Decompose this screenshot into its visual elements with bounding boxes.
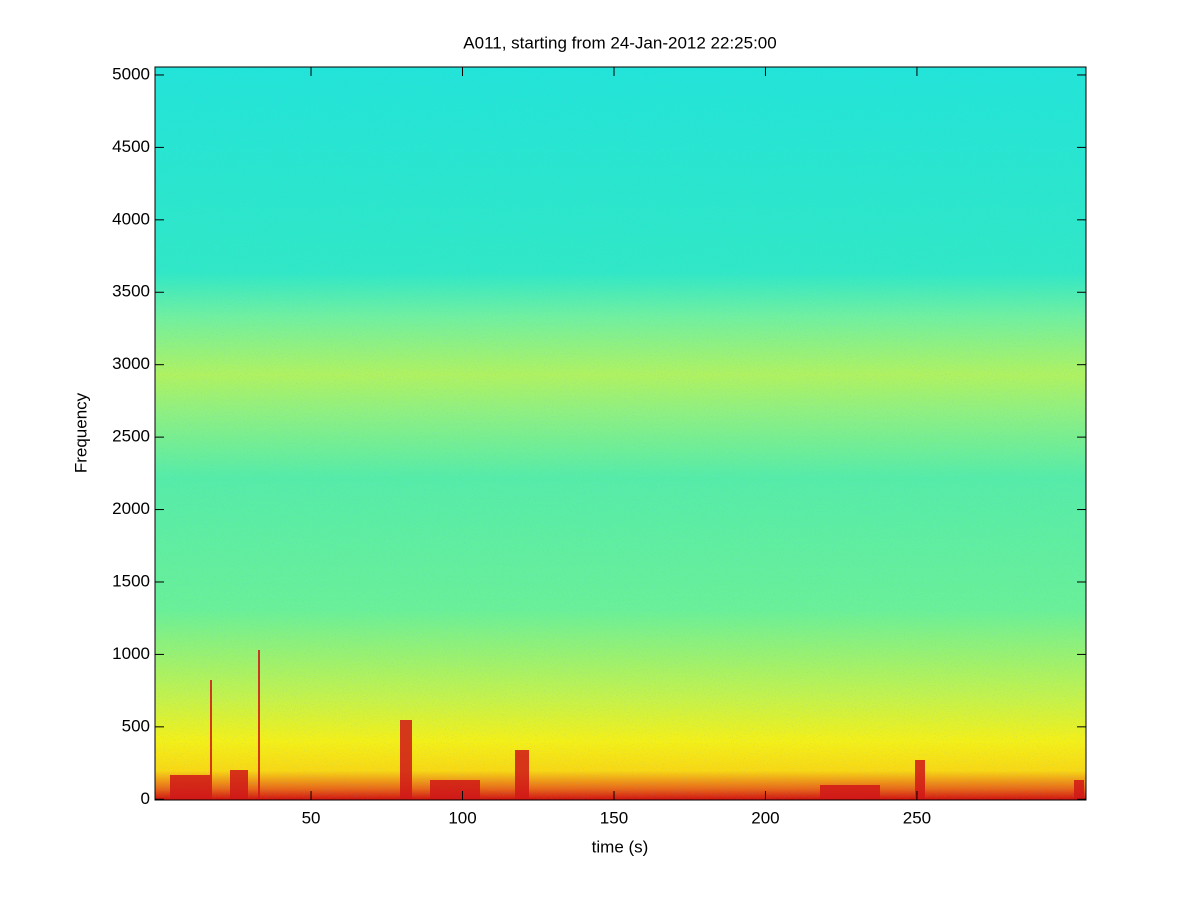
y-tick-label: 2500 bbox=[112, 427, 150, 446]
x-tick-label: 200 bbox=[751, 808, 779, 827]
y-tick-label: 2000 bbox=[112, 499, 150, 518]
y-tick-label: 1000 bbox=[112, 644, 150, 663]
x-tick-label: 150 bbox=[600, 808, 628, 827]
y-tick-label: 500 bbox=[122, 716, 150, 735]
y-axis-label: Frequency bbox=[71, 392, 90, 473]
y-tick-label: 3500 bbox=[112, 282, 150, 301]
y-tick-label: 4500 bbox=[112, 137, 150, 156]
chart-title: A011, starting from 24-Jan-2012 22:25:00 bbox=[463, 33, 776, 52]
y-tick-label: 0 bbox=[141, 789, 150, 808]
y-tick-label: 5000 bbox=[112, 64, 150, 83]
plot-frame bbox=[154, 66, 1087, 801]
x-tick-label: 250 bbox=[903, 808, 931, 827]
x-tick-label: 100 bbox=[448, 808, 476, 827]
x-tick-label: 50 bbox=[302, 808, 321, 827]
y-tick-label: 1500 bbox=[112, 571, 150, 590]
y-tick-label: 4000 bbox=[112, 209, 150, 228]
y-tick-label: 3000 bbox=[112, 354, 150, 373]
spectrogram bbox=[155, 67, 1086, 800]
x-axis-label: time (s) bbox=[592, 837, 649, 856]
